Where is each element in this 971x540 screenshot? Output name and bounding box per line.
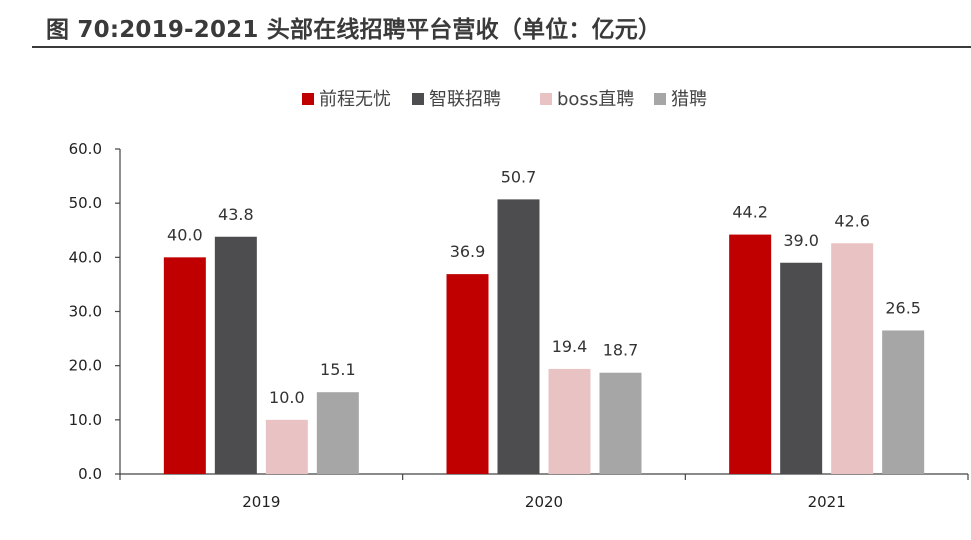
data-label: 19.4	[552, 337, 588, 356]
data-label: 15.1	[320, 360, 356, 379]
y-tick-label: 30.0	[69, 303, 102, 321]
x-tick-label: 2021	[808, 493, 846, 511]
bar	[780, 262, 823, 474]
legend-swatch	[540, 93, 552, 105]
bar	[214, 236, 257, 474]
y-tick-label: 60.0	[69, 140, 102, 158]
legend-label: 智联招聘	[429, 89, 501, 110]
y-tick-label: 0.0	[78, 465, 102, 483]
bar	[831, 243, 874, 474]
legend-swatch	[654, 93, 666, 105]
y-tick-label: 50.0	[69, 194, 102, 212]
bar	[497, 199, 540, 474]
y-tick-label: 40.0	[69, 248, 102, 266]
data-label: 18.7	[603, 341, 639, 360]
data-label: 10.0	[269, 388, 305, 407]
data-label: 44.2	[732, 203, 768, 222]
legend-label: boss直聘	[557, 89, 634, 110]
legend-swatch	[412, 93, 424, 105]
chart-title: 图 70:2019-2021 头部在线招聘平台营收（单位：亿元）	[46, 17, 662, 43]
y-tick-label: 20.0	[69, 357, 102, 375]
bar	[599, 372, 642, 474]
bar	[316, 392, 359, 474]
bar	[446, 274, 489, 474]
data-label: 50.7	[501, 167, 537, 186]
data-label: 39.0	[783, 231, 819, 250]
legend-swatch	[302, 93, 314, 105]
x-tick-label: 2020	[525, 493, 563, 511]
data-label: 43.8	[218, 205, 254, 224]
bar	[163, 257, 206, 474]
bar	[548, 368, 591, 474]
data-label: 36.9	[450, 242, 486, 261]
data-label: 42.6	[834, 211, 870, 230]
x-tick-label: 2019	[242, 493, 280, 511]
bar	[729, 234, 772, 474]
legend-label: 前程无忧	[319, 89, 391, 110]
data-label: 26.5	[885, 298, 921, 317]
y-tick-label: 10.0	[69, 411, 102, 429]
bar	[882, 330, 925, 474]
title-underline	[32, 46, 971, 48]
legend-label: 猎聘	[671, 89, 707, 110]
bar	[265, 419, 308, 474]
data-label: 40.0	[167, 225, 203, 244]
